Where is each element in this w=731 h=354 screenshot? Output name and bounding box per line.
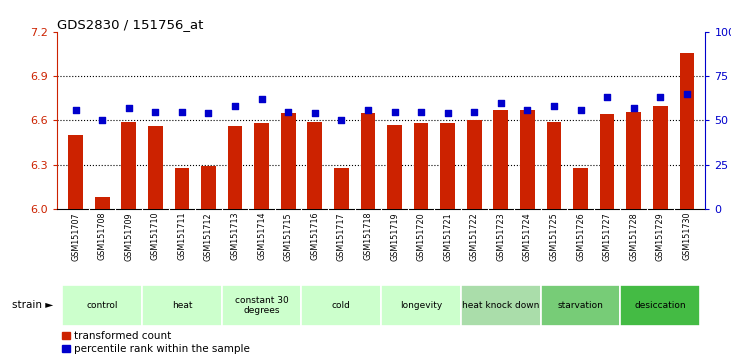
Bar xyxy=(221,285,301,326)
Text: GSM151730: GSM151730 xyxy=(682,212,692,261)
Point xyxy=(230,103,241,109)
Bar xyxy=(493,110,508,209)
Text: GSM151708: GSM151708 xyxy=(98,212,107,261)
Text: GSM151725: GSM151725 xyxy=(550,212,558,261)
Point xyxy=(628,105,640,111)
Point xyxy=(150,109,162,114)
Bar xyxy=(653,105,667,209)
Bar xyxy=(387,125,402,209)
Point xyxy=(202,110,214,116)
Bar xyxy=(301,285,382,326)
Bar xyxy=(334,167,349,209)
Text: GSM151707: GSM151707 xyxy=(71,212,80,261)
Point xyxy=(96,118,108,123)
Text: GDS2830 / 151756_at: GDS2830 / 151756_at xyxy=(57,18,203,31)
Point xyxy=(548,103,560,109)
Bar xyxy=(142,285,221,326)
Text: starvation: starvation xyxy=(558,301,604,310)
Point xyxy=(123,105,135,111)
Bar xyxy=(201,166,216,209)
Legend: transformed count, percentile rank within the sample: transformed count, percentile rank withi… xyxy=(62,331,249,354)
Bar xyxy=(626,112,641,209)
Text: GSM151718: GSM151718 xyxy=(363,212,372,261)
Bar xyxy=(62,285,142,326)
Text: strain ►: strain ► xyxy=(12,300,53,310)
Bar xyxy=(440,123,455,209)
Text: GSM151722: GSM151722 xyxy=(470,212,479,261)
Bar xyxy=(414,123,428,209)
Bar xyxy=(461,285,541,326)
Point xyxy=(415,109,427,114)
Text: GSM151727: GSM151727 xyxy=(602,212,612,261)
Point xyxy=(176,109,188,114)
Point xyxy=(495,100,507,105)
Bar xyxy=(621,285,700,326)
Text: GSM151712: GSM151712 xyxy=(204,212,213,261)
Text: desiccation: desiccation xyxy=(635,301,686,310)
Point xyxy=(681,91,693,97)
Text: GSM151713: GSM151713 xyxy=(230,212,240,261)
Bar xyxy=(680,52,694,209)
Text: GSM151729: GSM151729 xyxy=(656,212,664,261)
Bar xyxy=(175,167,189,209)
Text: GSM151710: GSM151710 xyxy=(151,212,160,261)
Text: control: control xyxy=(86,301,118,310)
Point xyxy=(575,107,586,113)
Point xyxy=(601,95,613,100)
Text: heat knock down: heat knock down xyxy=(462,301,539,310)
Text: GSM151721: GSM151721 xyxy=(443,212,452,261)
Point xyxy=(256,96,268,102)
Text: GSM151724: GSM151724 xyxy=(523,212,532,261)
Point xyxy=(654,95,666,100)
Bar xyxy=(467,120,482,209)
Text: GSM151709: GSM151709 xyxy=(124,212,133,261)
Text: heat: heat xyxy=(172,301,192,310)
Text: GSM151726: GSM151726 xyxy=(576,212,585,261)
Bar xyxy=(254,123,269,209)
Bar xyxy=(599,114,614,209)
Bar xyxy=(382,285,461,326)
Text: GSM151715: GSM151715 xyxy=(284,212,292,261)
Point xyxy=(282,109,294,114)
Text: GSM151714: GSM151714 xyxy=(257,212,266,261)
Text: GSM151717: GSM151717 xyxy=(337,212,346,261)
Bar xyxy=(228,126,243,209)
Point xyxy=(521,107,533,113)
Bar xyxy=(281,113,295,209)
Text: constant 30
degrees: constant 30 degrees xyxy=(235,296,289,315)
Point xyxy=(69,107,81,113)
Text: GSM151728: GSM151728 xyxy=(629,212,638,261)
Text: GSM151719: GSM151719 xyxy=(390,212,399,261)
Point xyxy=(336,118,347,123)
Bar xyxy=(520,110,534,209)
Text: GSM151720: GSM151720 xyxy=(417,212,425,261)
Bar xyxy=(121,122,136,209)
Bar xyxy=(541,285,621,326)
Point xyxy=(362,107,374,113)
Bar xyxy=(308,122,322,209)
Point xyxy=(442,110,453,116)
Text: cold: cold xyxy=(332,301,351,310)
Bar xyxy=(547,122,561,209)
Bar xyxy=(95,197,110,209)
Bar xyxy=(360,113,375,209)
Point xyxy=(309,110,321,116)
Text: GSM151723: GSM151723 xyxy=(496,212,505,261)
Text: longevity: longevity xyxy=(400,301,442,310)
Text: GSM151711: GSM151711 xyxy=(178,212,186,261)
Bar xyxy=(573,167,588,209)
Bar xyxy=(148,126,163,209)
Point xyxy=(389,109,401,114)
Text: GSM151716: GSM151716 xyxy=(310,212,319,261)
Point xyxy=(469,109,480,114)
Bar xyxy=(68,135,83,209)
